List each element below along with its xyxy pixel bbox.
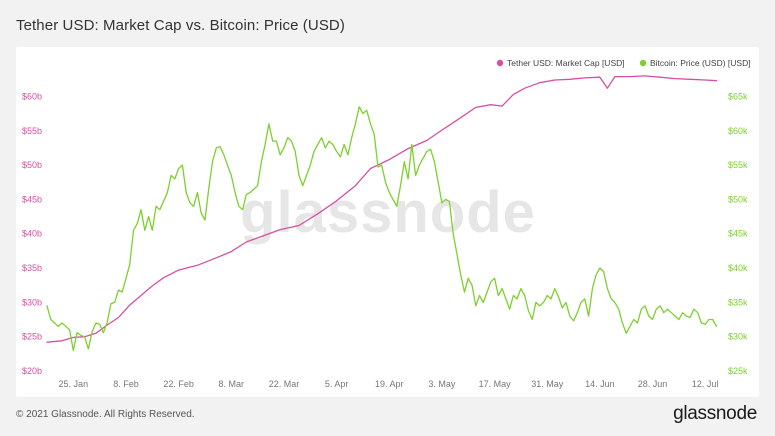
x-tick-label: 8. Feb: [113, 379, 139, 389]
x-tick-label: 14. Jun: [585, 379, 615, 389]
legend[interactable]: Tether USD: Market Cap [USD] Bitcoin: Pri…: [496, 58, 751, 68]
left-tick-label: $45b: [22, 194, 42, 204]
right-tick-label: $60k: [728, 126, 748, 136]
right-tick-label: $40k: [728, 263, 748, 273]
legend-item[interactable]: Bitcoin: Price (USD) [USD]: [639, 58, 751, 68]
right-tick-label: $45k: [728, 229, 748, 239]
right-tick-label: $55k: [728, 160, 748, 170]
bitcoin-price-line[interactable]: [46, 106, 718, 352]
x-tick-label: 5. Apr: [325, 379, 349, 389]
legend-label: Bitcoin: Price (USD) [USD]: [650, 58, 751, 68]
right-tick-label: $50k: [728, 194, 748, 204]
right-tick-label: $30k: [728, 332, 748, 342]
left-tick-label: $25b: [22, 332, 42, 342]
page-title: Tether USD: Market Cap vs. Bitcoin: Pric…: [16, 17, 345, 34]
x-tick-label: 17. May: [479, 379, 512, 389]
left-tick-label: $20b: [22, 366, 42, 376]
x-tick-label: 22. Feb: [163, 379, 194, 389]
right-tick-label: $35k: [728, 297, 748, 307]
left-tick-label: $30b: [22, 297, 42, 307]
legend-item[interactable]: Tether USD: Market Cap [USD]: [496, 58, 625, 68]
left-axis: $20b $25b $30b $35b $40b $45b $50b $55b $60b: [22, 91, 42, 376]
x-tick-label: 19. Apr: [375, 379, 404, 389]
watermark: glassnode: [240, 180, 536, 245]
chart-card: glassnode Tether USD: Market Cap [USD] Bi…: [16, 47, 759, 397]
copyright-footer: © 2021 Glassnode. All Rights Reserved.: [16, 409, 195, 420]
left-tick-label: $35b: [22, 263, 42, 273]
right-axis: $25k $30k $35k $40k $45k $50k $55k $60k $65k: [728, 91, 748, 376]
legend-label: Tether USD: Market Cap [USD]: [507, 58, 625, 68]
legend-swatch: [639, 59, 647, 67]
left-tick-label: $40b: [22, 229, 42, 239]
x-tick-label: 22. Mar: [269, 379, 300, 389]
chart-svg[interactable]: glassnode Tether USD: Market Cap [USD] Bi…: [16, 47, 759, 397]
x-tick-label: 8. Mar: [219, 379, 245, 389]
x-tick-label: 3. May: [428, 379, 456, 389]
legend-swatch: [496, 59, 504, 67]
series-layer: [46, 75, 718, 352]
x-tick-label: 12. Jul: [692, 379, 719, 389]
tether-market-cap-line[interactable]: [46, 75, 718, 343]
right-tick-label: $25k: [728, 366, 748, 376]
x-tick-label: 31. May: [531, 379, 564, 389]
x-tick-label: 28. Jun: [638, 379, 668, 389]
x-axis: 25. Jan 8. Feb 22. Feb 8. Mar 22. Mar 5. Apr 1…: [59, 379, 719, 389]
left-tick-label: $55b: [22, 126, 42, 136]
x-tick-label: 25. Jan: [59, 379, 89, 389]
left-tick-label: $50b: [22, 160, 42, 170]
right-tick-label: $65k: [728, 91, 748, 101]
glassnode-logo[interactable]: glassnode: [673, 403, 757, 424]
left-tick-label: $60b: [22, 91, 42, 101]
